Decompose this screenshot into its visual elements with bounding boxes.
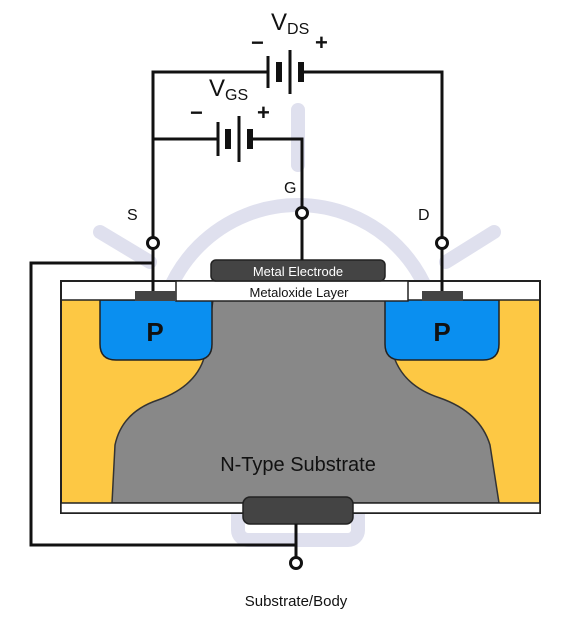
gate-label: G (284, 180, 296, 197)
vds-battery-icon (266, 50, 304, 94)
p-region-left (99, 299, 213, 361)
source-terminal (146, 236, 160, 250)
substrate-body-label: Substrate/Body (245, 593, 348, 610)
substrate-label: N-Type Substrate (220, 454, 376, 476)
source-label: S (127, 207, 138, 224)
body-terminal (289, 556, 303, 570)
metaloxide-layer-label: Metaloxide Layer (250, 285, 350, 300)
drain-label: D (418, 207, 430, 224)
source-contact (135, 291, 176, 301)
circuit-wires (29, 70, 444, 557)
metal-electrode-label: Metal Electrode (253, 264, 343, 279)
p-region-right (384, 299, 500, 361)
vds-plus-sign: + (315, 30, 328, 55)
vgs-minus-sign: − (190, 100, 203, 125)
vds-label: VDS (271, 9, 309, 38)
drain-terminal (435, 236, 449, 250)
p-region-left-label: P (146, 317, 163, 347)
drain-contact (422, 291, 463, 301)
gate-terminal (295, 206, 309, 220)
vgs-battery-icon (216, 116, 253, 162)
body-electrode (242, 496, 354, 525)
p-region-right-label: P (433, 317, 450, 347)
vds-minus-sign: − (251, 30, 264, 55)
metal-electrode (210, 259, 386, 282)
vgs-plus-sign: + (257, 100, 270, 125)
vgs-label: VGS (209, 75, 248, 104)
